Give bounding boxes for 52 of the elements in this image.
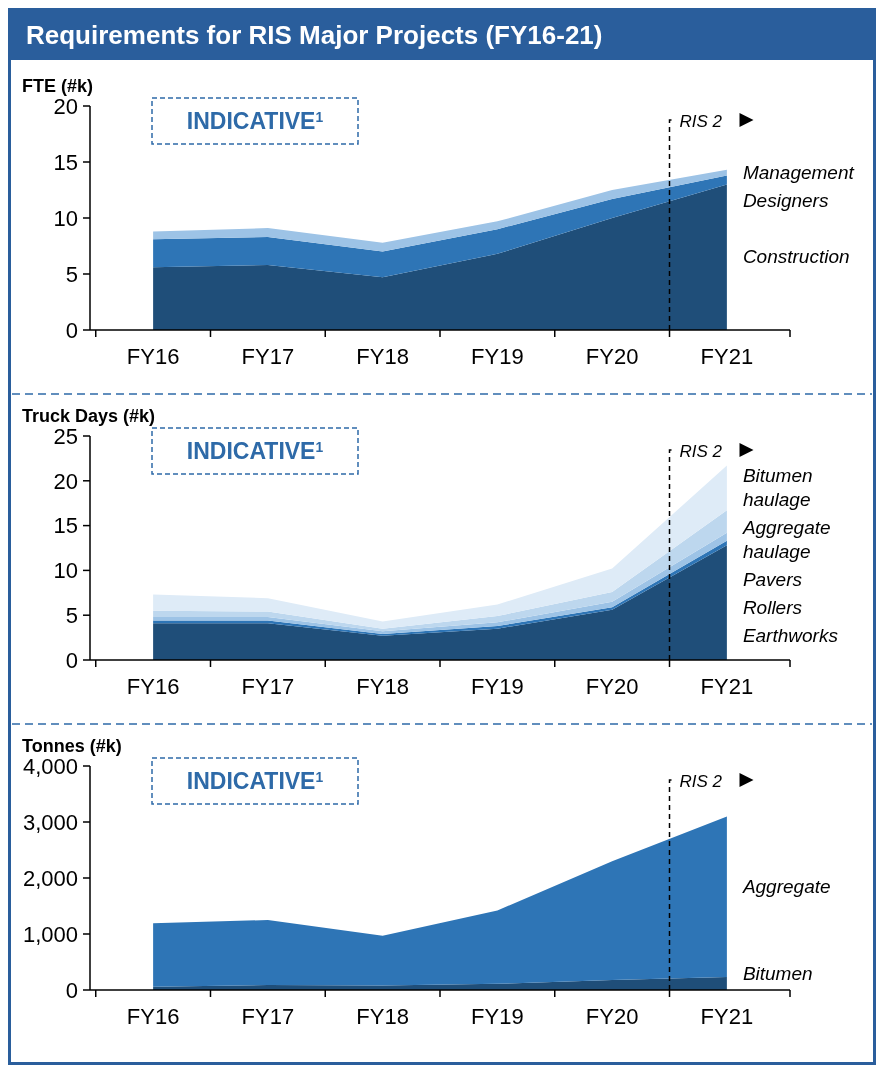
y-tick-label: 5 xyxy=(65,602,78,628)
annotation: RIS 2 xyxy=(679,442,723,461)
x-tick-label: FY16 xyxy=(126,1004,180,1029)
series-label: Bitumen xyxy=(742,963,813,984)
x-tick-label: FY19 xyxy=(471,1004,524,1029)
x-tick-label: FY19 xyxy=(471,344,524,369)
series-label: Earthworks xyxy=(742,624,839,646)
x-tick-label: FY18 xyxy=(356,674,409,699)
x-tick-label: FY21 xyxy=(700,1004,754,1029)
y-tick-label: 4,000 xyxy=(22,753,78,779)
series-label: Aggregate xyxy=(741,876,831,898)
series-label: Bitumen haulage xyxy=(742,464,813,510)
y-tick-label: 20 xyxy=(53,468,78,494)
series-label: Management xyxy=(742,161,855,183)
series-label: Aggregate haulage xyxy=(741,516,831,562)
x-tick-label: FY17 xyxy=(241,1004,295,1029)
x-tick-label: FY20 xyxy=(585,674,639,699)
series-label: Pavers xyxy=(742,568,803,590)
y-tick-label: 10 xyxy=(53,558,78,584)
y-tick-label: 0 xyxy=(65,977,78,1003)
y-tick-label: 15 xyxy=(53,149,78,175)
y-tick-label: 2,000 xyxy=(22,865,78,891)
annotation: INDICATIVE$^{1}$ xyxy=(186,108,324,134)
x-tick-label: FY17 xyxy=(241,344,295,369)
x-tick-label: FY18 xyxy=(356,1004,409,1029)
annotation: INDICATIVE$^{1}$ xyxy=(186,768,324,794)
x-tick-label: FY20 xyxy=(585,1004,639,1029)
y-tick-label: 0 xyxy=(65,647,78,673)
annotation: INDICATIVE$^{1}$ xyxy=(186,438,324,464)
text: Rollers xyxy=(742,596,803,618)
y-tick-label: 25 xyxy=(53,423,78,449)
x-tick-label: FY21 xyxy=(700,674,754,699)
annotation: RIS 2 xyxy=(679,112,723,131)
y-tick-label: 15 xyxy=(53,513,78,539)
series-label: Construction xyxy=(742,246,850,268)
x-tick-label: FY21 xyxy=(700,344,754,369)
y-axis-title: Truck Days (#k) xyxy=(22,406,156,426)
chart-title: Requirements for RIS Major Projects (FY16-21) xyxy=(26,20,603,50)
x-tick-label: FY16 xyxy=(126,674,180,699)
y-tick-label: 1,000 xyxy=(22,921,78,947)
x-tick-label: FY16 xyxy=(126,344,180,369)
y-axis-title: Tonnes (#k) xyxy=(22,736,122,756)
x-tick-label: FY17 xyxy=(241,674,295,699)
series-label: Designers xyxy=(742,189,829,211)
y-tick-label: 10 xyxy=(53,205,78,231)
x-tick-label: FY19 xyxy=(471,674,524,699)
x-tick-label: FY18 xyxy=(356,344,409,369)
y-tick-label: 3,000 xyxy=(22,809,78,835)
annotation: RIS 2 xyxy=(679,772,723,791)
y-tick-label: 5 xyxy=(65,261,78,287)
x-tick-label: FY20 xyxy=(585,344,639,369)
y-tick-label: 0 xyxy=(65,317,78,343)
